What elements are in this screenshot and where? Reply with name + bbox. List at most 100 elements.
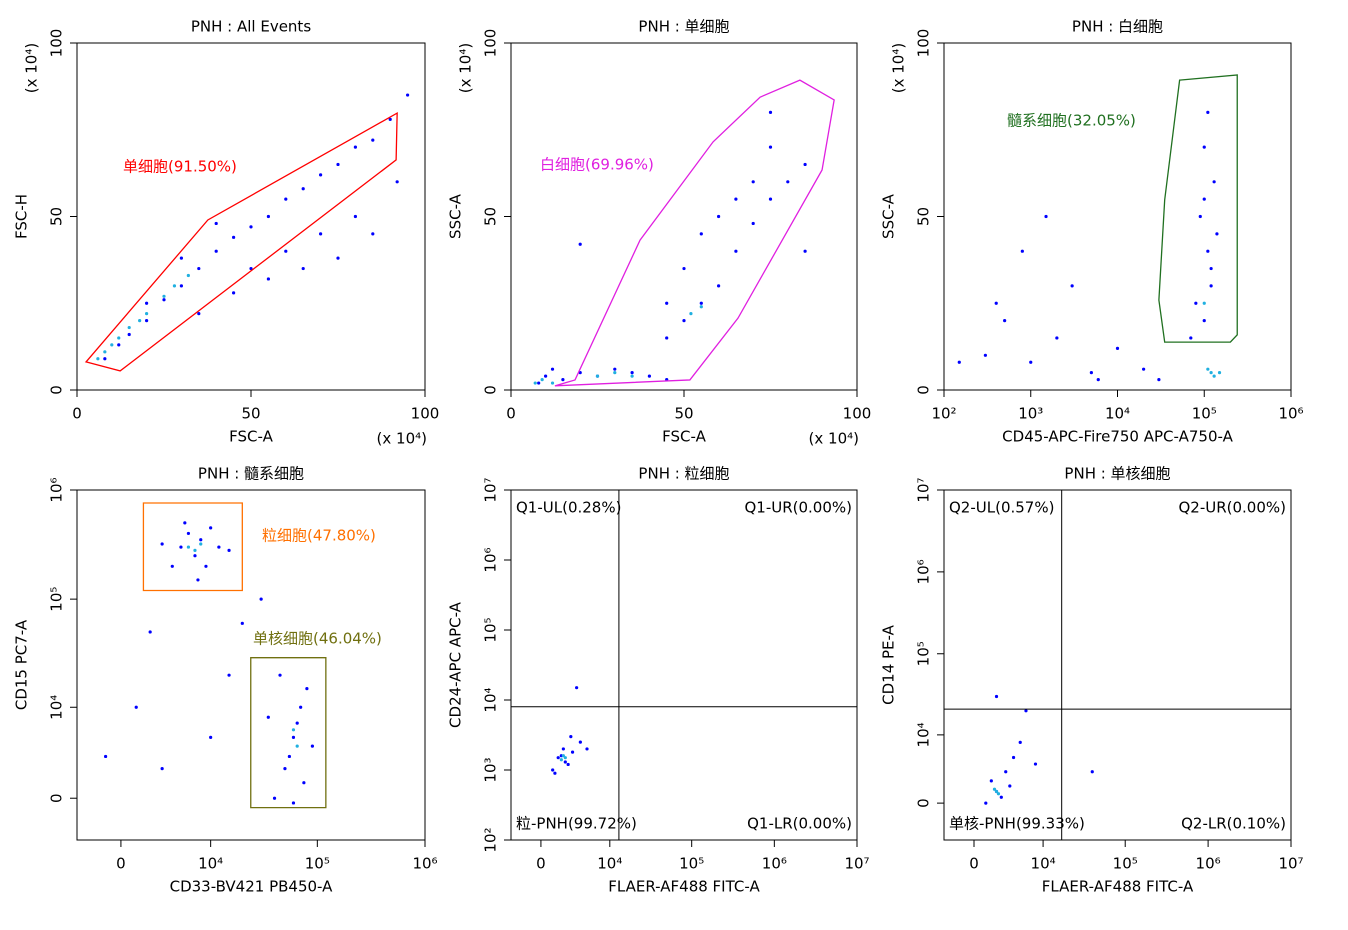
event-dot — [1202, 301, 1206, 305]
event-dot — [575, 686, 579, 690]
event-dot — [214, 221, 218, 226]
event-dot — [1194, 301, 1198, 305]
event-dot — [319, 173, 323, 177]
event-dot — [1212, 374, 1216, 378]
event-dot — [353, 214, 357, 219]
event-dot — [266, 715, 270, 719]
event-dot — [145, 319, 149, 323]
quadrant-label: Q1-LR(0.00%) — [747, 815, 852, 833]
x-tick-label: 10⁴ — [597, 855, 622, 873]
event-dot — [1206, 367, 1210, 371]
x-tick-label: 50 — [241, 405, 260, 423]
event-dot — [232, 291, 236, 295]
event-dot — [227, 548, 231, 552]
x-axis-label: CD33-BV421 PB450-A — [170, 878, 334, 896]
y-axis-label: CD14 PE-A — [880, 624, 898, 704]
quadrant-label: Q2-UL(0.57%) — [949, 499, 1054, 517]
event-dot — [1212, 180, 1216, 184]
event-dot — [1070, 284, 1074, 288]
event-dot — [227, 673, 231, 677]
event-dot — [561, 377, 565, 382]
x-tick-label: 10⁵ — [1113, 855, 1138, 873]
event-dot — [104, 754, 108, 759]
event-dot — [1018, 740, 1022, 744]
x-tick-label: 10⁶ — [1196, 855, 1221, 873]
gate — [1158, 74, 1238, 343]
event-dot — [566, 762, 570, 767]
y-tick-label: 10⁵ — [482, 617, 500, 642]
event-dot — [957, 360, 961, 364]
x-tick-label: 10³ — [1018, 405, 1043, 423]
event-dot — [1209, 266, 1213, 271]
event-dot — [717, 284, 721, 288]
event-dot — [110, 343, 114, 347]
x-tick-label: 10⁶ — [762, 855, 787, 873]
event-dot — [1215, 232, 1219, 236]
y-tick-label: 0 — [915, 385, 933, 395]
panel-title: PNH : 单细胞 — [638, 18, 729, 36]
quadrant-label: 粒-PNH(99.72%) — [516, 815, 637, 833]
event-dot — [983, 353, 987, 357]
event-dot — [999, 795, 1003, 799]
event-dot — [295, 744, 299, 748]
x-tick-label: 0 — [116, 855, 126, 873]
event-dot — [556, 756, 560, 760]
event-dot — [336, 256, 340, 260]
event-dot — [196, 578, 200, 582]
event-dot — [272, 796, 277, 800]
event-dot — [1202, 319, 1206, 323]
event-dot — [1217, 371, 1222, 375]
x-tick-label: 10⁷ — [844, 855, 869, 873]
event-dot — [353, 145, 357, 149]
event-dot — [170, 564, 174, 568]
x-axis-label: FLAER-AF488 FITC-A — [608, 878, 760, 896]
event-dot — [665, 336, 669, 340]
x-axis-label: FSC-A — [229, 428, 273, 446]
event-dot — [240, 621, 244, 625]
event-dot — [996, 792, 1001, 796]
event-dot — [544, 374, 548, 378]
event-dot — [371, 138, 375, 142]
x-tick-label: 10⁵ — [679, 855, 704, 873]
quadrant-label: Q2-UR(0.00%) — [1178, 499, 1286, 517]
event-dot — [197, 312, 201, 316]
event-dot — [1090, 770, 1094, 774]
event-dot — [145, 301, 149, 305]
event-dot — [199, 538, 203, 542]
event-dot — [689, 312, 693, 316]
event-dot — [786, 180, 790, 184]
event-dot — [145, 312, 149, 316]
event-dot — [284, 249, 288, 253]
event-dot — [193, 548, 197, 552]
event-dot — [284, 197, 288, 201]
event-dot — [217, 545, 221, 549]
event-dot — [319, 232, 323, 236]
event-dot — [570, 750, 575, 754]
gate-label: 白细胞(69.96%) — [540, 156, 654, 174]
event-dot — [989, 779, 993, 783]
x-tick-label: 10⁴ — [1031, 855, 1056, 873]
event-dot — [569, 735, 573, 739]
event-dot — [186, 545, 191, 549]
event-dot — [291, 735, 296, 739]
event-dot — [259, 597, 263, 601]
event-dot — [550, 381, 555, 385]
event-dot — [613, 367, 617, 371]
event-dot — [96, 357, 100, 361]
y-tick-label: 0 — [48, 385, 66, 395]
event-dot — [193, 554, 197, 558]
event-dot — [1024, 709, 1028, 713]
y-multiplier: (x 10⁴) — [457, 43, 475, 93]
event-dot — [209, 526, 213, 530]
event-dot — [559, 758, 563, 762]
y-tick-label: 10⁷ — [915, 477, 933, 502]
event-dot — [127, 325, 131, 330]
x-axis-label: FSC-A — [662, 428, 706, 446]
quadrant-label: Q1-UL(0.28%) — [516, 499, 621, 517]
y-axis-label: SSC-A — [447, 193, 465, 239]
x-tick-label: 100 — [411, 405, 440, 423]
event-dot — [994, 789, 999, 794]
event-dot — [1089, 371, 1093, 375]
event-dot — [533, 381, 537, 385]
